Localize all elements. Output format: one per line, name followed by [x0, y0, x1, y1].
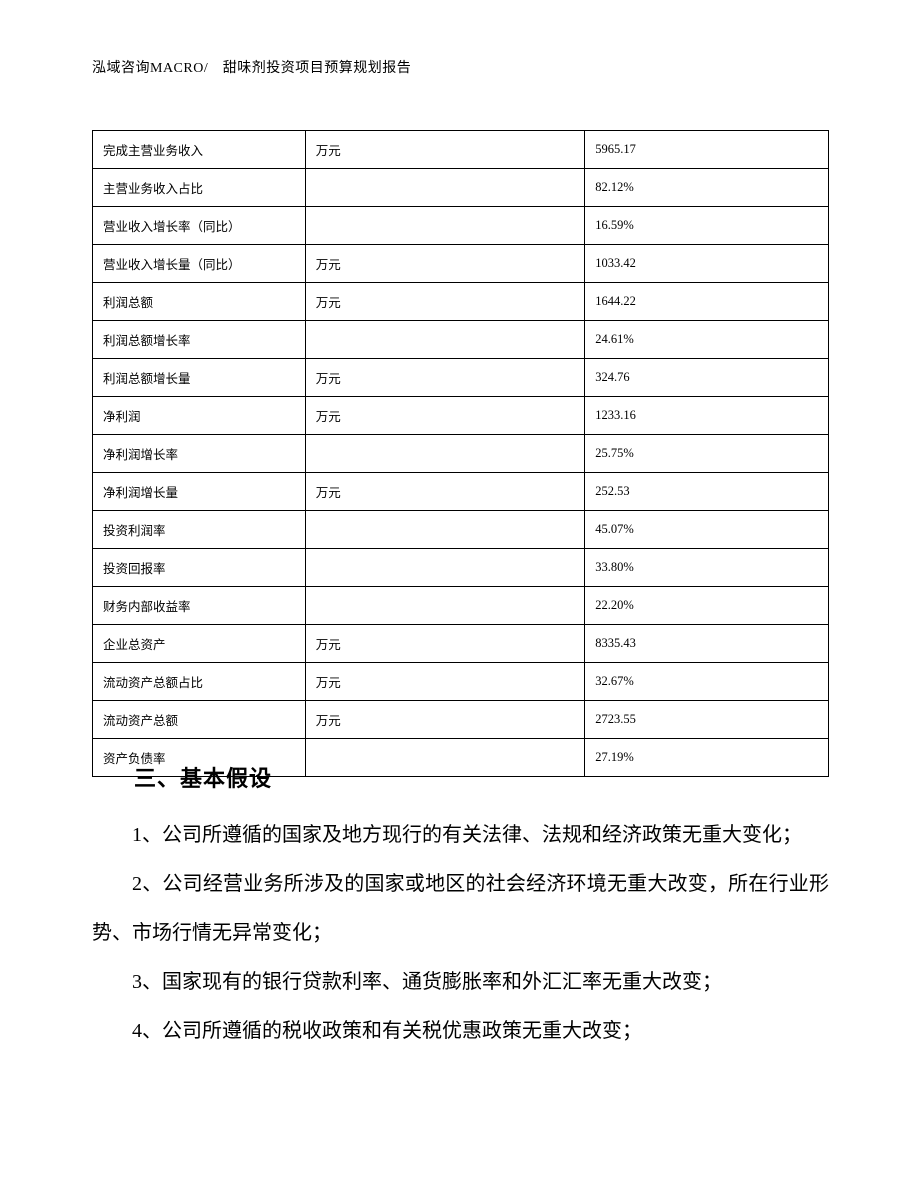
- row-value: 22.20%: [585, 587, 829, 625]
- row-label: 净利润增长量: [93, 473, 306, 511]
- section-heading: 三、基本假设: [134, 761, 272, 793]
- row-label: 投资利润率: [93, 511, 306, 549]
- row-value: 1233.16: [585, 397, 829, 435]
- row-value: 82.12%: [585, 169, 829, 207]
- table-row: 营业收入增长量（同比） 万元 1033.42: [93, 245, 829, 283]
- table-row: 营业收入增长率（同比） 16.59%: [93, 207, 829, 245]
- heading-text: 三、基本假设: [134, 766, 272, 791]
- paragraph: 4、公司所遵循的税收政策和有关税优惠政策无重大改变；: [92, 1007, 829, 1056]
- row-value: 324.76: [585, 359, 829, 397]
- row-unit: [305, 207, 585, 245]
- row-unit: [305, 511, 585, 549]
- row-unit: [305, 587, 585, 625]
- row-label: 利润总额增长率: [93, 321, 306, 359]
- row-unit: 万元: [305, 245, 585, 283]
- row-unit: 万元: [305, 359, 585, 397]
- row-unit: 万元: [305, 663, 585, 701]
- row-value: 25.75%: [585, 435, 829, 473]
- row-label: 利润总额: [93, 283, 306, 321]
- table-row: 净利润增长量 万元 252.53: [93, 473, 829, 511]
- row-value: 252.53: [585, 473, 829, 511]
- row-unit: 万元: [305, 131, 585, 169]
- paragraph: 3、国家现有的银行贷款利率、通货膨胀率和外汇汇率无重大改变；: [92, 958, 829, 1007]
- row-unit: 万元: [305, 283, 585, 321]
- row-label: 营业收入增长量（同比）: [93, 245, 306, 283]
- table-row: 利润总额增长量 万元 324.76: [93, 359, 829, 397]
- table-row: 投资利润率 45.07%: [93, 511, 829, 549]
- table-row: 主营业务收入占比 82.12%: [93, 169, 829, 207]
- row-unit: [305, 549, 585, 587]
- row-value: 27.19%: [585, 739, 829, 777]
- row-label: 主营业务收入占比: [93, 169, 306, 207]
- row-value: 1033.42: [585, 245, 829, 283]
- financial-data-table: 完成主营业务收入 万元 5965.17 主营业务收入占比 82.12% 营业收入…: [92, 130, 829, 777]
- row-label: 财务内部收益率: [93, 587, 306, 625]
- table-row: 财务内部收益率 22.20%: [93, 587, 829, 625]
- table-body: 完成主营业务收入 万元 5965.17 主营业务收入占比 82.12% 营业收入…: [93, 131, 829, 777]
- table-row: 净利润 万元 1233.16: [93, 397, 829, 435]
- table-row: 投资回报率 33.80%: [93, 549, 829, 587]
- row-value: 5965.17: [585, 131, 829, 169]
- row-label: 利润总额增长量: [93, 359, 306, 397]
- row-label: 完成主营业务收入: [93, 131, 306, 169]
- row-value: 1644.22: [585, 283, 829, 321]
- row-unit: 万元: [305, 625, 585, 663]
- row-unit: 万元: [305, 397, 585, 435]
- row-value: 8335.43: [585, 625, 829, 663]
- row-label: 净利润: [93, 397, 306, 435]
- row-unit: [305, 169, 585, 207]
- row-label: 流动资产总额占比: [93, 663, 306, 701]
- paragraph: 1、公司所遵循的国家及地方现行的有关法律、法规和经济政策无重大变化；: [92, 811, 829, 860]
- row-value: 45.07%: [585, 511, 829, 549]
- table-row: 利润总额增长率 24.61%: [93, 321, 829, 359]
- table-row: 完成主营业务收入 万元 5965.17: [93, 131, 829, 169]
- header-text: 泓域咨询MACRO/ 甜味剂投资项目预算规划报告: [92, 61, 411, 76]
- table-row: 净利润增长率 25.75%: [93, 435, 829, 473]
- row-label: 流动资产总额: [93, 701, 306, 739]
- row-unit: [305, 435, 585, 473]
- row-label: 企业总资产: [93, 625, 306, 663]
- table-row: 流动资产总额占比 万元 32.67%: [93, 663, 829, 701]
- paragraph: 2、公司经营业务所涉及的国家或地区的社会经济环境无重大改变，所在行业形势、市场行…: [92, 860, 829, 958]
- row-value: 16.59%: [585, 207, 829, 245]
- row-value: 33.80%: [585, 549, 829, 587]
- page-header: 泓域咨询MACRO/ 甜味剂投资项目预算规划报告: [92, 57, 411, 77]
- row-unit: [305, 739, 585, 777]
- row-unit: 万元: [305, 701, 585, 739]
- table-row: 企业总资产 万元 8335.43: [93, 625, 829, 663]
- row-label: 净利润增长率: [93, 435, 306, 473]
- row-value: 24.61%: [585, 321, 829, 359]
- table-row: 利润总额 万元 1644.22: [93, 283, 829, 321]
- row-value: 32.67%: [585, 663, 829, 701]
- row-label: 投资回报率: [93, 549, 306, 587]
- row-unit: [305, 321, 585, 359]
- row-unit: 万元: [305, 473, 585, 511]
- body-text-block: 1、公司所遵循的国家及地方现行的有关法律、法规和经济政策无重大变化； 2、公司经…: [92, 811, 829, 1056]
- table-row: 流动资产总额 万元 2723.55: [93, 701, 829, 739]
- row-value: 2723.55: [585, 701, 829, 739]
- row-label: 营业收入增长率（同比）: [93, 207, 306, 245]
